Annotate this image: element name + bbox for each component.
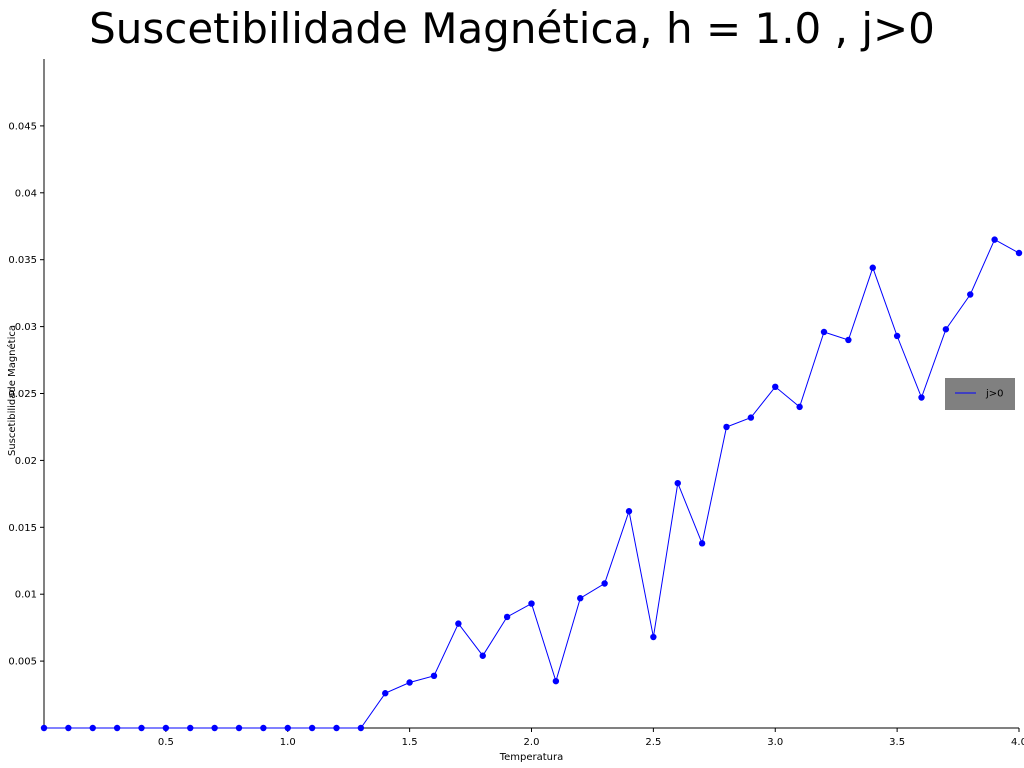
data-point	[113, 724, 121, 732]
data-point	[89, 724, 96, 732]
x-tick-label: 3.5	[889, 737, 905, 748]
data-point	[918, 394, 925, 401]
data-point	[235, 724, 243, 732]
data-point	[723, 423, 730, 431]
data-point	[260, 724, 267, 732]
x-tick-label: 1.0	[280, 737, 296, 748]
y-tick-label: 0.03	[15, 322, 37, 333]
data-point	[430, 672, 438, 680]
data-point	[1015, 249, 1023, 257]
data-point	[674, 479, 681, 487]
axes	[43, 59, 1019, 729]
series-group	[40, 236, 1023, 732]
data-point	[284, 724, 291, 732]
data-point	[845, 336, 852, 344]
data-point	[503, 613, 511, 621]
y-axis-label: Suscetibilidade Magnética	[6, 325, 18, 456]
data-point	[747, 414, 755, 421]
data-point	[991, 236, 998, 243]
data-point	[869, 264, 876, 271]
data-point	[601, 580, 608, 587]
data-point	[528, 600, 535, 607]
data-point	[698, 540, 706, 547]
data-point	[138, 724, 145, 732]
y-axis-ticks: 0.005 0.01 0.015 0.02 0.025 0.03 0.035 0.04 0.04…	[8, 121, 44, 668]
y-tick-label: 0.02	[15, 456, 37, 467]
chart-title: Suscetibilidade Magnética, h = 1.0 , j>0	[89, 4, 935, 53]
data-point	[65, 724, 72, 732]
data-point	[162, 724, 170, 732]
data-point	[308, 724, 316, 732]
y-tick-label: 0.005	[8, 657, 37, 668]
data-point	[333, 724, 340, 732]
data-point	[552, 677, 560, 685]
y-tick-label: 0.025	[8, 389, 37, 400]
data-point	[40, 724, 48, 732]
data-point	[650, 633, 657, 641]
x-axis-ticks: 0.5 1.0 1.5 2.0 2.5 3.0 3.5 4.0	[158, 728, 1024, 748]
y-tick-label: 0.04	[15, 188, 37, 199]
y-tick-label: 0.035	[8, 255, 37, 266]
data-point	[406, 679, 413, 686]
y-tick-label: 0.01	[15, 590, 37, 601]
y-tick-label: 0.015	[8, 523, 37, 534]
data-point	[187, 724, 194, 732]
y-tick-label: 0.045	[8, 121, 37, 132]
x-tick-label: 0.5	[158, 737, 174, 748]
data-point	[479, 652, 486, 659]
x-axis-label: Temperatura	[499, 752, 564, 763]
data-point	[893, 332, 901, 340]
x-tick-label: 3.0	[767, 737, 783, 748]
data-point	[967, 291, 974, 298]
legend-box	[945, 378, 1015, 410]
x-tick-label: 2.0	[524, 737, 540, 748]
legend-label-j-positive: j>0	[985, 389, 1004, 400]
data-point	[382, 690, 389, 697]
data-point	[942, 326, 950, 333]
x-tick-label: 2.5	[645, 737, 661, 748]
data-point	[211, 724, 218, 732]
data-point	[455, 620, 462, 627]
data-point	[820, 328, 828, 336]
x-tick-label: 4.0	[1011, 737, 1024, 748]
legend: j>0	[945, 378, 1015, 410]
series-line-0	[44, 238, 1020, 729]
data-point	[625, 508, 633, 515]
data-point	[577, 595, 584, 602]
x-tick-label: 1.5	[402, 737, 418, 748]
data-point	[796, 403, 803, 411]
data-point	[357, 724, 365, 732]
data-point	[772, 383, 779, 391]
